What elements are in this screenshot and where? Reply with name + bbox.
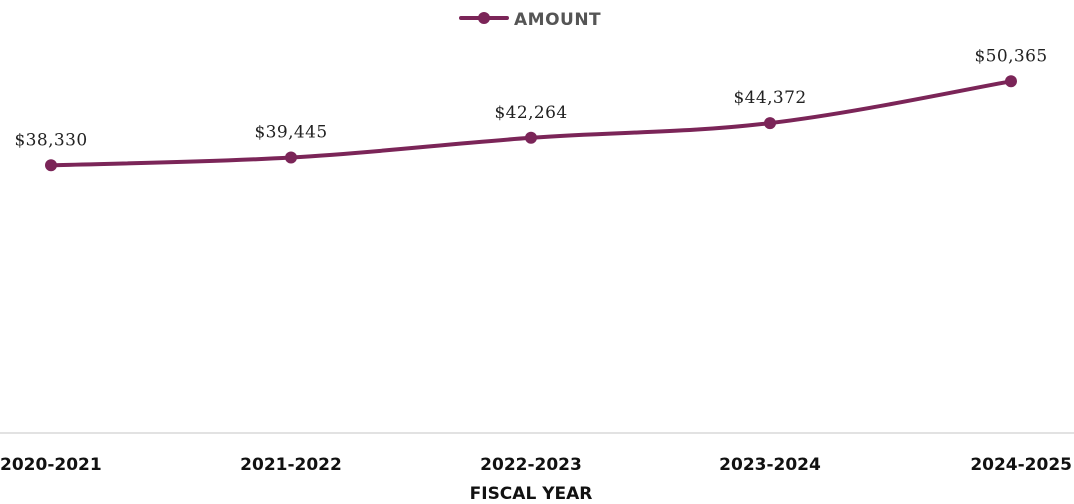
data-label-2020-2021: $38,330 <box>14 130 87 150</box>
data-point-2023-2024 <box>764 117 776 130</box>
data-points <box>45 75 1017 172</box>
data-point-2022-2023 <box>525 131 537 144</box>
data-labels: $38,330 $39,445 $42,264 $44,372 $50,365 <box>14 46 1047 150</box>
legend-marker-swatch <box>478 12 490 24</box>
x-axis-tick-labels: 2020-2021 2021-2022 2022-2023 2023-2024 2024… <box>0 455 1072 475</box>
series-line-amount <box>49 79 1013 168</box>
data-label-2021-2022: $39,445 <box>254 123 327 143</box>
x-tick-label-2021-2022: 2021-2022 <box>240 455 342 475</box>
legend-label: AMOUNT <box>514 10 601 30</box>
data-point-2020-2021 <box>45 159 57 172</box>
data-point-2021-2022 <box>285 151 297 164</box>
x-tick-label-2024-2025: 2024-2025 <box>970 455 1072 475</box>
legend: AMOUNT <box>459 10 601 30</box>
x-axis-title: FISCAL YEAR <box>470 484 593 504</box>
data-point-2024-2025 <box>1005 75 1017 88</box>
x-tick-label-2022-2023: 2022-2023 <box>480 455 582 475</box>
data-label-2022-2023: $42,264 <box>494 103 567 123</box>
x-tick-label-2020-2021: 2020-2021 <box>0 455 102 475</box>
data-label-2023-2024: $44,372 <box>733 88 806 108</box>
x-tick-label-2023-2024: 2023-2024 <box>719 455 821 475</box>
data-label-2024-2025: $50,365 <box>974 46 1047 66</box>
